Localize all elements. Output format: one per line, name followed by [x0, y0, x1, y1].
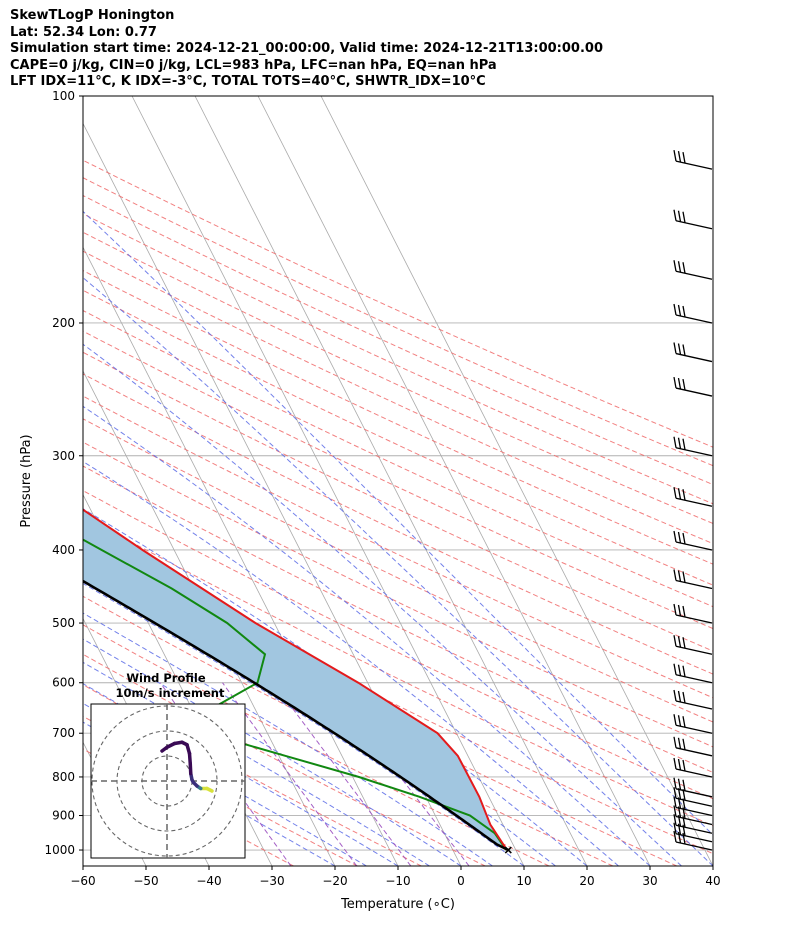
cin-cape-shading — [83, 509, 509, 850]
wind-barb — [673, 777, 713, 798]
wind-barb — [673, 635, 713, 655]
dewpoint-profile-line — [83, 538, 508, 851]
mixing-ratio-line — [222, 682, 358, 866]
wind-barb — [673, 487, 713, 507]
wind-barb — [673, 209, 713, 230]
wind-barb — [673, 260, 713, 280]
isotherm-line — [194, 96, 588, 866]
y-tick-label: 800 — [52, 770, 75, 784]
wind-barb — [673, 603, 713, 624]
moist-adiabat-line — [83, 343, 682, 866]
y-tick-label: 500 — [52, 616, 75, 630]
y-tick-label: 100 — [52, 89, 75, 103]
dry-adiabat-line — [83, 270, 713, 565]
isotherm-line — [131, 96, 525, 866]
temperature-profile-line — [83, 508, 508, 851]
dry-adiabat-line — [83, 653, 486, 866]
dry-adiabat-line — [83, 418, 713, 723]
dry-adiabat-line — [83, 715, 358, 866]
y-tick-label: 400 — [52, 543, 75, 557]
dry-adiabat-line — [83, 159, 713, 448]
x-tick-label: −40 — [196, 874, 221, 888]
y-tick-label: 200 — [52, 316, 75, 330]
moist-adiabat-line — [83, 683, 399, 866]
y-tick-label: 300 — [52, 449, 75, 463]
dry-adiabat-line — [83, 250, 713, 545]
dry-adiabat-line — [83, 595, 614, 866]
wind-barb — [673, 376, 713, 397]
dry-adiabat-line — [83, 231, 713, 525]
isotherm-line — [83, 370, 336, 866]
dry-adiabat-line — [83, 373, 713, 675]
wind-barb — [673, 663, 713, 684]
hodograph-subtitle: 10m/s increment — [116, 686, 225, 700]
wind-barb — [673, 149, 713, 170]
moist-adiabat-line — [83, 405, 651, 866]
x-tick-label: −50 — [133, 874, 158, 888]
x-tick-label: −10 — [385, 874, 410, 888]
moist-adiabat-line — [83, 210, 713, 836]
wind-barb — [709, 96, 712, 97]
hodograph-body — [91, 704, 245, 858]
title-indices-1: CAPE=0 j/kg, CIN=0 j/kg, LCL=983 hPa, LF… — [10, 57, 497, 73]
mixing-ratio-line — [327, 682, 470, 866]
parcel-start-marker — [504, 846, 512, 854]
moist-adiabat-line — [83, 582, 525, 866]
moist-adiabat-line — [83, 702, 367, 866]
title-times: Simulation start time: 2024-12-21_00:00:… — [10, 41, 603, 56]
y-tick-label: 1000 — [44, 843, 75, 857]
wind-barb — [673, 714, 713, 734]
dry-adiabat-line — [83, 624, 550, 866]
isotherm-line — [83, 865, 84, 866]
moist-adiabat-line — [83, 460, 619, 866]
dry-adiabat-line — [83, 395, 713, 699]
mixing-ratio-line — [273, 682, 412, 866]
wind-barb — [673, 303, 713, 324]
dry-adiabat-line — [83, 441, 713, 748]
x-tick-label: 10 — [516, 874, 531, 888]
wind-barb — [673, 530, 713, 551]
chart-title-block: SkewTLogP Honington Lat: 52.34 Lon: 0.77… — [10, 8, 603, 91]
dry-adiabat-line — [83, 465, 713, 773]
moist-adiabat-line — [83, 638, 462, 866]
wind-barb — [673, 436, 713, 457]
wind-barb — [673, 342, 713, 363]
moist-adiabat-line — [83, 277, 713, 866]
wind-barb — [673, 736, 713, 757]
wind-barb — [673, 689, 713, 710]
x-tick-label: 0 — [457, 874, 465, 888]
y-axis-label: Pressure (hPa) — [19, 434, 34, 527]
title-indices-2: LFT IDX=11°C, K IDX=-3°C, TOTAL TOTS=40°… — [10, 74, 486, 89]
dry-adiabat-line — [83, 195, 713, 486]
moist-adiabat-line — [83, 508, 588, 866]
x-axis-label: Temperature (∘C) — [340, 897, 455, 912]
axes: −60 −50 −40 −30 −20 −10 0 10 20 30 40 1000 900 800 700… — [19, 89, 721, 912]
title-station: SkewTLogP Honington — [10, 8, 175, 23]
dry-adiabat-line — [83, 515, 713, 827]
moist-adiabat-line — [83, 612, 493, 866]
wind-barb — [673, 569, 713, 590]
x-tick-label: −60 — [70, 874, 95, 888]
hodograph-segment — [160, 745, 169, 753]
isotherm-line — [257, 96, 651, 866]
x-tick-label: 20 — [579, 874, 594, 888]
x-tick-label: 30 — [642, 874, 657, 888]
dry-adiabat-line — [83, 289, 713, 586]
isotherm-line — [320, 96, 713, 866]
dry-adiabat-line — [83, 330, 713, 630]
isotherm-line — [0, 96, 20, 866]
y-tick-label: 900 — [52, 809, 75, 823]
hodograph-title: Wind Profile — [126, 671, 206, 685]
x-tick-label: 40 — [705, 874, 720, 888]
x-tick-label: −30 — [259, 874, 284, 888]
y-tick-label: 700 — [52, 726, 75, 740]
y-tick-label: 600 — [52, 676, 75, 690]
parcel-path-line — [83, 579, 509, 852]
x-tick-label: −20 — [322, 874, 347, 888]
title-location: Lat: 52.34 Lon: 0.77 — [10, 24, 157, 40]
wind-barb — [673, 757, 713, 778]
wind-barb — [673, 787, 713, 807]
